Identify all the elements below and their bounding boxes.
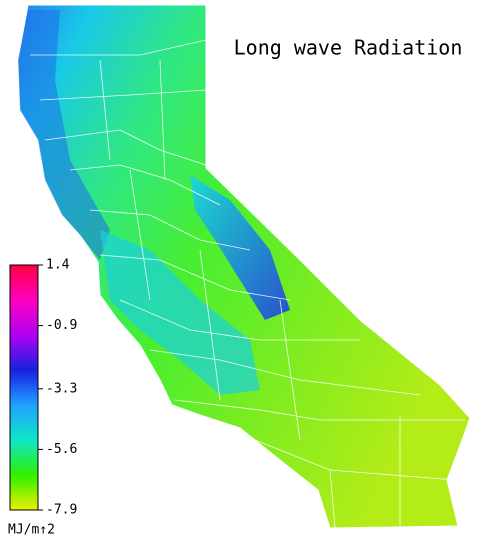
coastal-band: [18, 10, 110, 260]
county-lines: [30, 39, 465, 529]
colorbar-tick-label: -5.6: [46, 442, 77, 457]
colorbar-tick-label: -0.9: [46, 318, 77, 333]
california-map: [17, 4, 471, 529]
map-title: Long wave Radiation: [234, 36, 463, 60]
colorbar-tick-label: 1.4: [46, 258, 70, 273]
sierra-band: [190, 175, 290, 320]
central-coast-band: [100, 230, 260, 395]
colorbar: 1.4 -0.9 -3.3 -5.6 -7.9 MJ/m↑2: [8, 258, 77, 538]
colorbar-unit: MJ/m↑2: [8, 523, 55, 538]
colorbar-ramp: [9, 264, 39, 511]
colorbar-tick-label: -3.3: [46, 381, 77, 396]
colorbar-tick-label: -7.9: [46, 503, 77, 518]
